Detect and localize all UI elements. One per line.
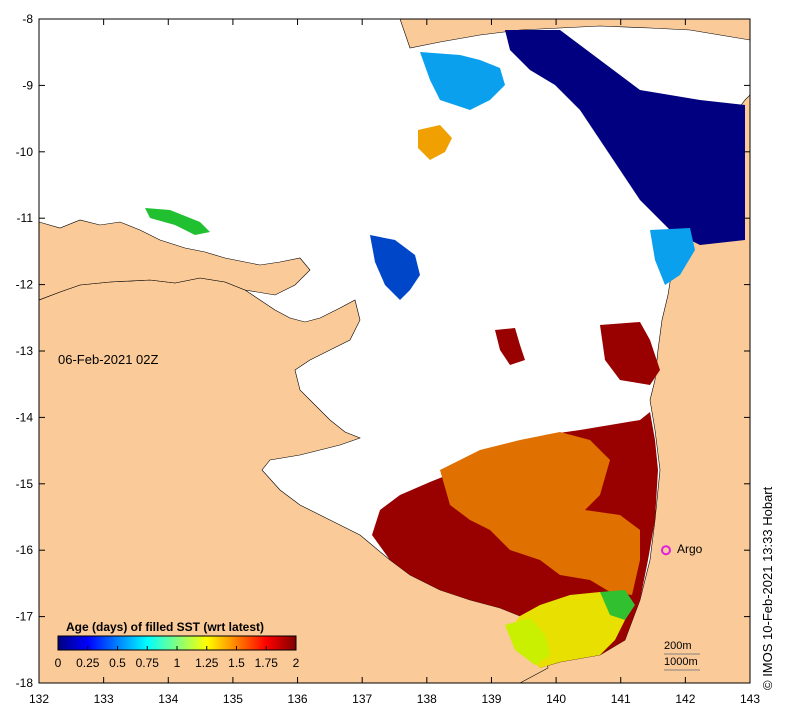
land-arnhem-north — [39, 219, 311, 301]
lat-tick-label: -16 — [16, 543, 34, 557]
depth-1000-label: 1000m — [664, 656, 698, 668]
colorbar-tick-label: 1.25 — [195, 656, 219, 670]
lon-tick-label: 140 — [546, 692, 566, 706]
lat-tick-label: -10 — [16, 145, 34, 159]
sst-patch-lime — [505, 618, 550, 665]
lat-tick-label: -11 — [17, 211, 34, 225]
sst-patch-green — [600, 590, 635, 620]
lon-tick-label: 141 — [611, 692, 631, 706]
lat-tick-label: -8 — [22, 12, 33, 26]
sst-patch-lightblue-2 — [650, 228, 695, 285]
sst-patch-orange-2 — [440, 432, 640, 595]
lat-tick-label: -14 — [16, 410, 34, 424]
sst-patch-green-west — [145, 208, 210, 235]
lat-tick-label: -12 — [16, 278, 34, 292]
lon-tick-label: 139 — [481, 692, 501, 706]
credit-label: © IMOS 10-Feb-2021 13:33 Hobart — [760, 486, 775, 690]
colorbar-tick-label: 2 — [293, 656, 300, 670]
colorbar-tick-label: 0.25 — [76, 656, 100, 670]
lon-tick-label: 138 — [417, 692, 437, 706]
sst-patch-blue — [370, 235, 420, 300]
latitude-axis: -8 -9 -10 -11 -12 -13 -14 -15 -16 -17 -18 — [16, 12, 750, 690]
colorbar-tick-label: 1.75 — [255, 656, 279, 670]
lon-tick-label: 133 — [94, 692, 114, 706]
sst-patch-lightblue-1 — [420, 52, 505, 110]
depth-200-label: 200m — [664, 640, 692, 652]
date-label: 06-Feb-2021 02Z — [58, 352, 159, 367]
lon-tick-label: 135 — [223, 692, 243, 706]
longitude-axis: 132 133 134 135 136 137 138 139 140 141 142 143 — [29, 19, 760, 706]
sst-patch-darkred-mid-1 — [495, 328, 525, 365]
colorbar-tick-label: 0 — [55, 656, 62, 670]
colorbar-ticks: 0 0.25 0.5 0.75 1 1.25 1.5 1.75 2 — [55, 646, 300, 670]
lon-tick-label: 132 — [29, 692, 49, 706]
argo-float-icon — [660, 545, 671, 556]
sst-patch-orange-1 — [418, 125, 452, 160]
lat-tick-label: -15 — [16, 477, 34, 491]
lat-tick-label: -9 — [22, 78, 33, 92]
argo-label: Argo — [677, 542, 703, 556]
lon-tick-label: 136 — [288, 692, 308, 706]
lon-tick-label: 142 — [675, 692, 695, 706]
colorbar-title: Age (days) of filled SST (wrt latest) — [66, 620, 265, 634]
colorbar-tick-label: 1.5 — [228, 656, 245, 670]
colorbar-tick-label: 0.5 — [109, 656, 126, 670]
colorbar-tick-label: 0.75 — [136, 656, 160, 670]
colorbar-tick-label: 1 — [174, 656, 181, 670]
lat-tick-label: -18 — [16, 676, 34, 690]
lon-tick-label: 143 — [740, 692, 760, 706]
land-png — [399, 19, 750, 49]
lon-tick-label: 137 — [352, 692, 372, 706]
sst-patch-darkred-mid-2 — [600, 322, 660, 385]
lon-tick-label: 134 — [158, 692, 178, 706]
lat-tick-label: -13 — [16, 344, 34, 358]
lat-tick-label: -17 — [16, 610, 34, 624]
sst-patch-navy — [505, 30, 745, 245]
